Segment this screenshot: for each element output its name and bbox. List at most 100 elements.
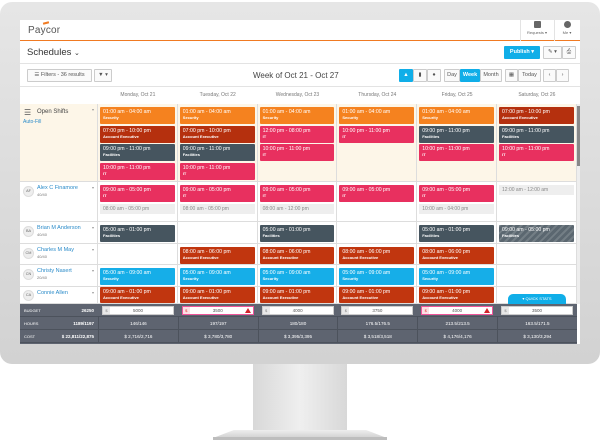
- shift-block[interactable]: 05:00 am - 09:00 am Security: [259, 268, 335, 285]
- shift-block[interactable]: 08:00 am - 06:00 pm Account Executive: [179, 247, 255, 264]
- shift-block[interactable]: 05:00 am - 01:00 pm Facilities: [419, 225, 494, 242]
- caret-icon[interactable]: ▾: [91, 185, 94, 190]
- budget-input[interactable]: $3500: [501, 306, 573, 315]
- shift-block[interactable]: 09:00 am - 01:00 pm Account Executive: [339, 287, 415, 303]
- day-cell[interactable]: 09:00 am - 01:00 pm Account Executive: [178, 287, 258, 303]
- day-cell[interactable]: 12:00 am - 12:00 am: [497, 182, 577, 221]
- caret-icon[interactable]: ▾: [91, 107, 94, 112]
- day-cell[interactable]: 09:00 am - 01:00 pm Account Executive: [258, 287, 338, 303]
- shift-block[interactable]: 12:00 pm - 08:00 pm IT: [259, 125, 335, 143]
- day-cell[interactable]: 05:00 am - 01:00 pm Facilities: [258, 222, 338, 243]
- funnel-filter-button[interactable]: ▼ ▾: [94, 69, 112, 82]
- shift-block[interactable]: 05:00 am - 09:00 am Security: [339, 268, 415, 285]
- budget-input[interactable]: $5000: [102, 306, 174, 315]
- day-cell[interactable]: 05:00 am - 09:00 am Security: [417, 265, 497, 286]
- shift-block[interactable]: 10:00 pm - 11:00 pm IT: [100, 162, 175, 180]
- menu-icon[interactable]: ☰: [24, 108, 32, 117]
- day-cell[interactable]: 08:00 am - 06:00 pm Account Executive: [337, 244, 418, 264]
- print-button[interactable]: ⎙: [562, 46, 576, 59]
- shift-block[interactable]: 09:00 am - 05:00 pm IT: [419, 185, 494, 202]
- shift-block[interactable]: 01:00 am - 04:00 am Security: [339, 107, 415, 124]
- shift-block[interactable]: 09:00 am - 05:00 pm IT: [179, 185, 255, 202]
- day-cell[interactable]: 05:00 am - 09:00 am Security: [98, 265, 178, 286]
- document-view-button[interactable]: ▮: [413, 69, 427, 82]
- shift-block[interactable]: 09:00 am - 05:00 pm IT: [100, 185, 175, 202]
- me-menu[interactable]: Me ▾: [557, 21, 577, 35]
- shift-block[interactable]: 01:00 am - 04:00 am Security: [419, 107, 494, 124]
- employee-name[interactable]: Connie Allen: [37, 290, 68, 296]
- employee-name[interactable]: Alex C Finamore: [37, 185, 78, 191]
- publish-button[interactable]: Publish ▾: [504, 46, 540, 59]
- shift-block[interactable]: 08:00 am - 06:00 pm Account Executive: [339, 247, 415, 264]
- caret-icon[interactable]: ▾: [91, 247, 94, 252]
- shift-block[interactable]: 10:00 pm - 11:00 pm IT: [339, 125, 415, 143]
- shift-block[interactable]: 05:00 am - 09:00 am Security: [100, 268, 175, 285]
- day-cell[interactable]: 09:00 am - 05:00 pm Facilities: [497, 222, 577, 243]
- scrollbar[interactable]: [577, 104, 580, 304]
- scrollbar-thumb[interactable]: [577, 106, 580, 166]
- employee-name[interactable]: Christy Nasert: [37, 268, 72, 274]
- day-cell[interactable]: 05:00 am - 09:00 am Security: [258, 265, 338, 286]
- employee-name[interactable]: Charles M May: [37, 247, 74, 253]
- day-cell[interactable]: 01:00 am - 04:00 am Security 09:00 pm - 11…: [417, 104, 497, 181]
- view-day-button[interactable]: Day: [444, 69, 460, 82]
- day-cell[interactable]: 09:00 am - 05:00 pm IT 08:00 am - 12:00 pm: [258, 182, 338, 221]
- view-month-button[interactable]: Month: [480, 69, 502, 82]
- shift-block[interactable]: 09:00 pm - 11:00 pm Facilities: [100, 144, 175, 161]
- day-cell[interactable]: [98, 244, 178, 264]
- shift-block[interactable]: 09:00 pm - 11:00 pm Facilities: [419, 125, 494, 143]
- shift-block[interactable]: 07:00 pm - 10:00 pm Account Executive: [499, 107, 574, 124]
- day-cell[interactable]: 01:00 am - 04:00 am Security 10:00 pm - 11…: [337, 104, 418, 181]
- shift-block[interactable]: 09:00 am - 05:00 pm IT: [259, 185, 335, 202]
- day-cell[interactable]: 01:00 am - 04:00 am Security 12:00 pm - 08…: [258, 104, 338, 181]
- day-cell[interactable]: 05:00 am - 01:00 pm Facilities: [98, 222, 178, 243]
- auto-fill-link[interactable]: Auto-Fill: [23, 119, 42, 125]
- day-cell[interactable]: 09:00 am - 01:00 pm Account Executive: [98, 287, 178, 303]
- day-cell[interactable]: 08:00 am - 06:00 pm Account Executive: [417, 244, 497, 264]
- shift-block[interactable]: 01:00 am - 04:00 am Security: [179, 107, 255, 124]
- shift-block[interactable]: 09:00 am - 01:00 pm Account Executive: [179, 287, 255, 303]
- employee-name[interactable]: Brian M Anderson: [37, 225, 81, 231]
- day-cell[interactable]: 05:00 am - 09:00 am Security: [178, 265, 258, 286]
- day-cell[interactable]: [497, 265, 577, 286]
- caret-icon[interactable]: ▾: [91, 268, 94, 273]
- shift-block[interactable]: 09:00 am - 01:00 pm Account Executive: [100, 287, 175, 303]
- day-cell[interactable]: 01:00 am - 04:00 am Security 07:00 pm - 10…: [178, 104, 258, 181]
- day-cell[interactable]: 05:00 am - 01:00 pm Facilities: [417, 222, 497, 243]
- shift-block[interactable]: 07:00 pm - 10:00 pm Account Executive: [179, 125, 255, 143]
- day-cell[interactable]: 01:00 am - 04:00 am Security 07:00 pm - 10…: [98, 104, 178, 181]
- shift-block[interactable]: 05:00 am - 09:00 am Security: [179, 268, 255, 285]
- shift-block[interactable]: 09:00 pm - 11:00 pm Facilities: [499, 125, 574, 143]
- quick-stats-toggle[interactable]: ▾ QUICK STATS: [508, 294, 566, 304]
- calendar-button[interactable]: ▦: [505, 69, 518, 82]
- person-view-button[interactable]: ●: [427, 69, 441, 82]
- shift-block[interactable]: 05:00 am - 01:00 pm Facilities: [100, 225, 175, 242]
- day-cell[interactable]: [497, 287, 577, 303]
- day-cell[interactable]: 08:00 am - 06:00 pm Account Executive: [178, 244, 258, 264]
- shift-block[interactable]: 09:00 am - 01:00 pm Account Executive: [419, 287, 494, 303]
- shift-block[interactable]: 01:00 am - 04:00 am Security: [259, 107, 335, 124]
- day-cell[interactable]: 09:00 am - 01:00 pm Account Executive: [337, 287, 418, 303]
- budget-input[interactable]: $4000: [261, 306, 334, 315]
- group-view-button[interactable]: ▲: [399, 69, 413, 82]
- caret-icon[interactable]: ▾: [91, 225, 94, 230]
- shift-block[interactable]: 08:00 am - 06:00 pm Account Executive: [259, 247, 335, 264]
- shift-block[interactable]: 05:00 am - 09:00 am Security: [419, 268, 494, 285]
- day-cell[interactable]: [497, 244, 577, 264]
- budget-input[interactable]: $4000: [421, 306, 494, 315]
- shift-block[interactable]: 10:00 pm - 11:00 pm IT: [179, 162, 255, 180]
- budget-input[interactable]: $3750: [341, 306, 414, 315]
- shift-block[interactable]: 10:00 pm - 11:00 pm IT: [259, 144, 335, 161]
- shift-block[interactable]: 09:00 am - 01:00 pm Account Executive: [259, 287, 335, 303]
- tools-button[interactable]: ✎ ▾: [543, 46, 562, 59]
- requests-button[interactable]: Requests ▾: [524, 21, 550, 35]
- filters-button[interactable]: ☰ Filters - 36 results: [27, 69, 92, 82]
- day-cell[interactable]: 07:00 pm - 10:00 pm Account Executive 09:0…: [497, 104, 577, 181]
- day-cell[interactable]: [337, 222, 418, 243]
- day-cell[interactable]: 09:00 am - 05:00 pm IT 08:00 am - 05:00 pm: [178, 182, 258, 221]
- shift-block[interactable]: 01:00 am - 04:00 am Security: [100, 107, 175, 124]
- next-week-button[interactable]: ›: [556, 69, 569, 82]
- day-cell[interactable]: 09:00 am - 05:00 pm IT 08:00 am - 05:00 pm: [98, 182, 178, 221]
- day-cell[interactable]: 09:00 am - 05:00 pm IT: [337, 182, 418, 221]
- today-button[interactable]: Today: [518, 69, 541, 82]
